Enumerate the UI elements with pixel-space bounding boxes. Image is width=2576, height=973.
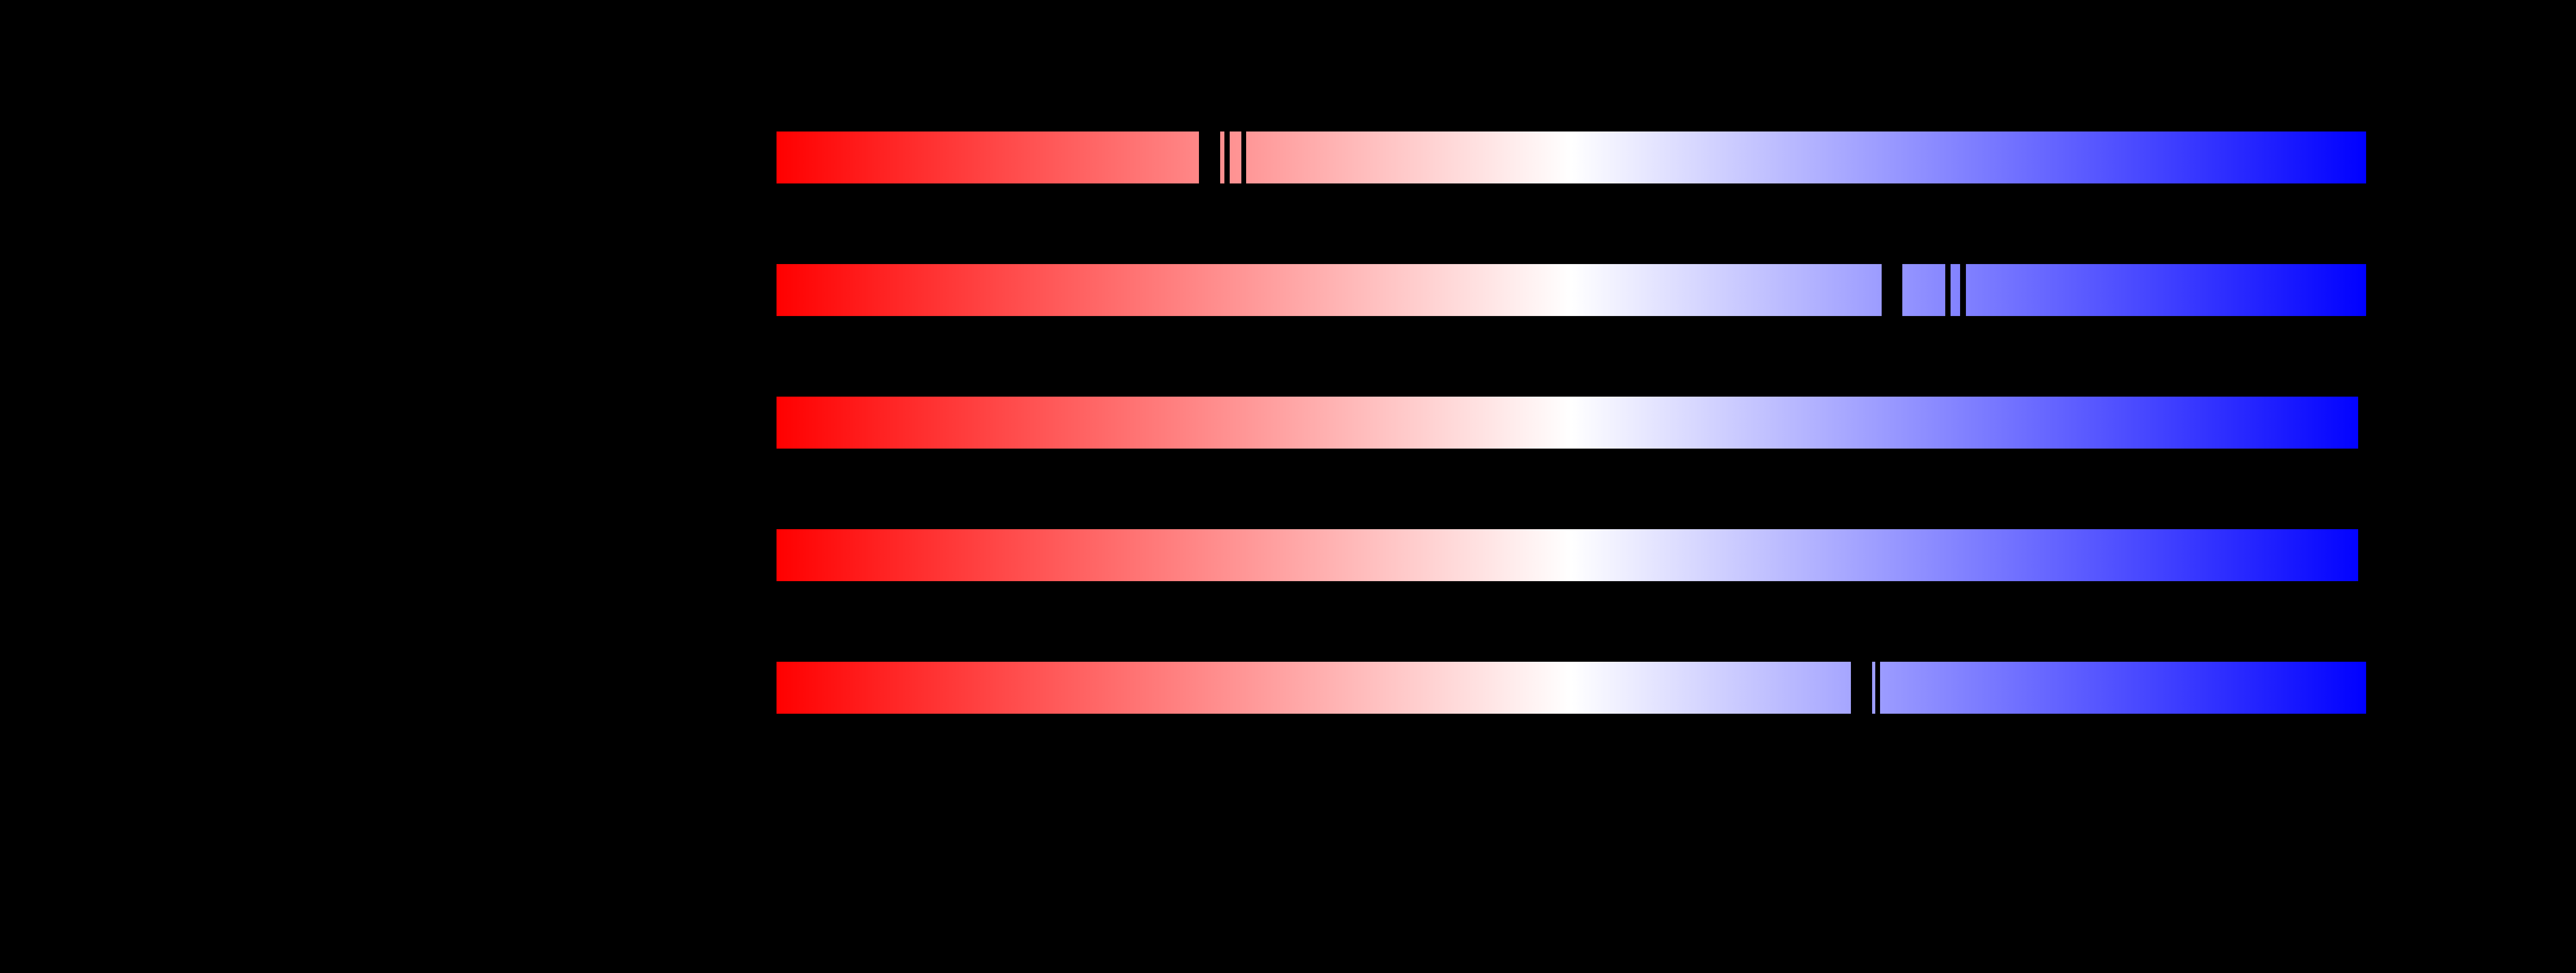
value-tick-marker	[1851, 661, 1872, 715]
gradient-bar-row-1	[777, 263, 2366, 317]
gradient-bar-row-0	[777, 130, 2366, 185]
value-tick-marker	[1882, 263, 1902, 317]
value-tick-marker	[1960, 263, 1966, 317]
value-tick-marker	[1241, 130, 1246, 185]
value-tick-marker	[2358, 396, 2366, 450]
value-tick-marker	[1945, 263, 1951, 317]
value-tick-marker	[2358, 528, 2366, 582]
value-tick-marker	[1199, 130, 1220, 185]
gradient-bar-row-4	[777, 661, 2366, 715]
gradient-bar-row-3	[777, 528, 2366, 582]
gradient-bar-row-2	[777, 396, 2366, 450]
value-tick-marker	[1875, 661, 1880, 715]
value-tick-marker	[1224, 130, 1230, 185]
